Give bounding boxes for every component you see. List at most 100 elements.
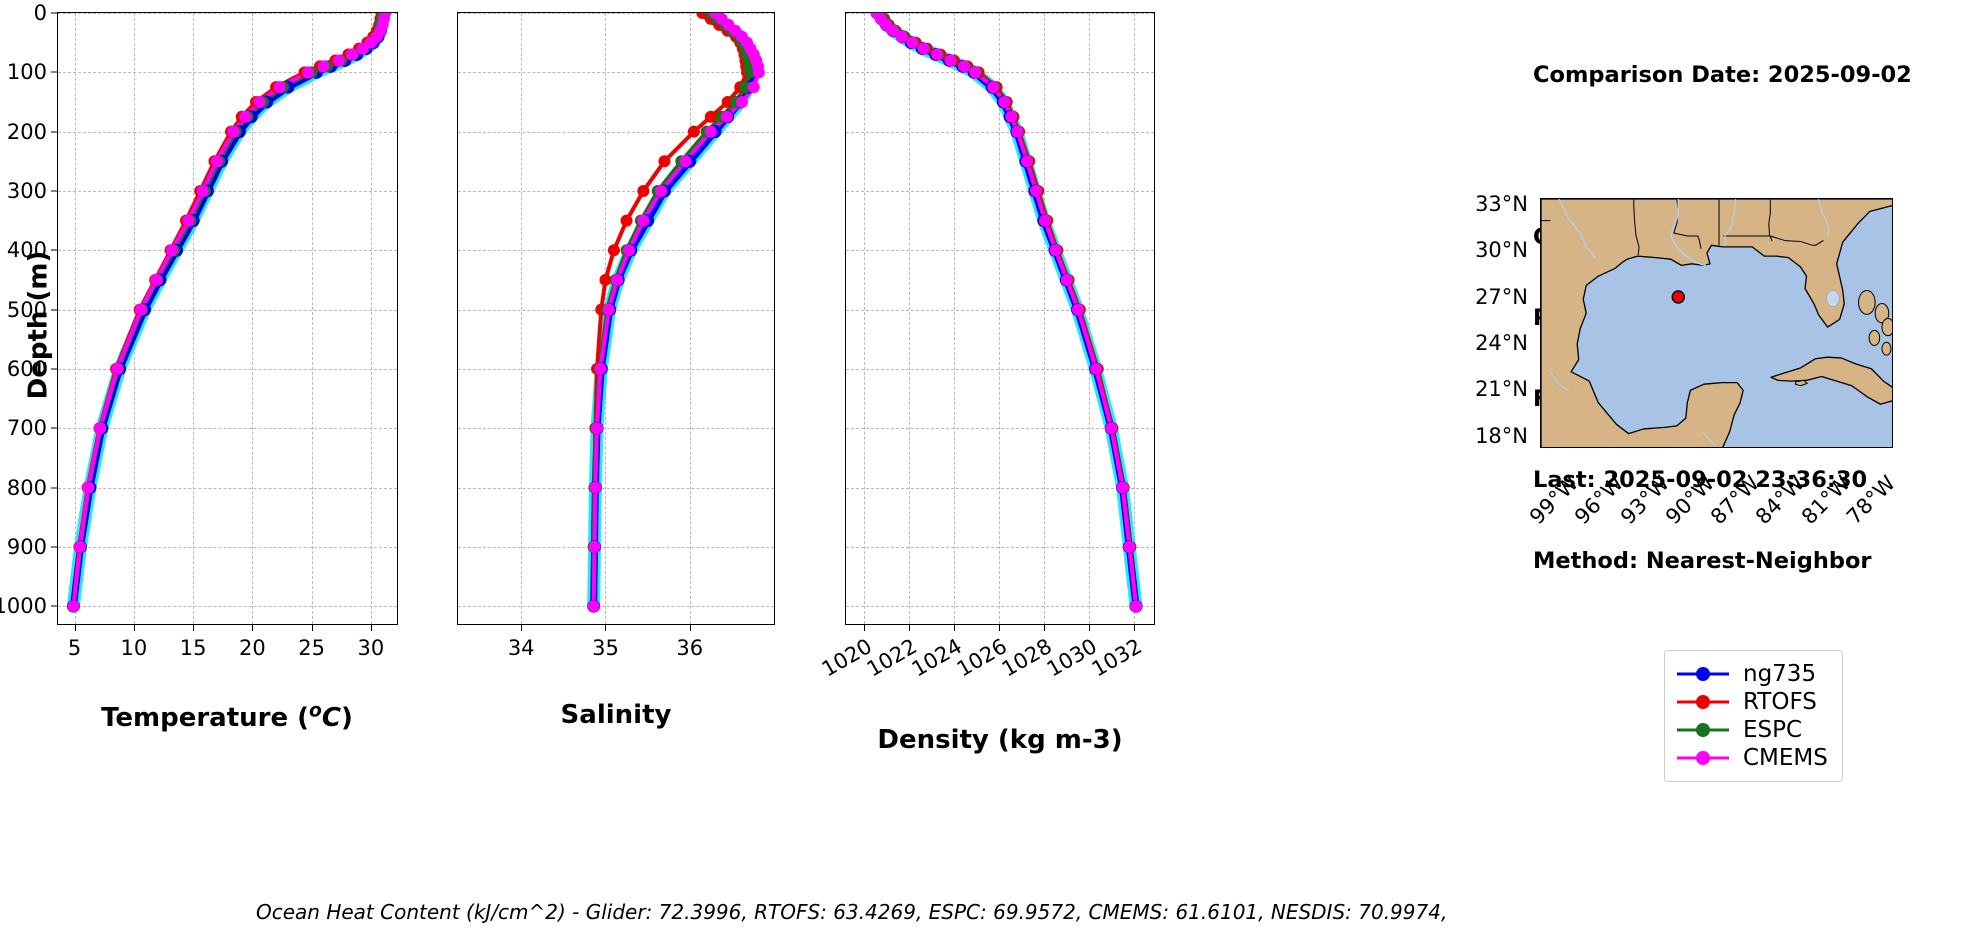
series-marker-CMEMS	[302, 66, 315, 79]
y-tick-mark	[51, 368, 58, 370]
gridline-horizontal	[458, 606, 774, 608]
temperature-axis-title: Temperature (oC)	[101, 700, 353, 733]
series-marker-CMEMS	[196, 184, 209, 197]
legend-item-1[interactable]: RTOFS	[1677, 688, 1828, 716]
map-lat-minor-tick	[1540, 228, 1541, 229]
series-marker-CMEMS	[611, 273, 624, 286]
series-marker-RTOFS	[599, 273, 612, 286]
gridline-horizontal	[846, 72, 1154, 74]
gridline-horizontal	[846, 546, 1154, 548]
series-marker-CMEMS	[111, 362, 124, 375]
gridline-vertical	[1088, 13, 1090, 624]
y-tick-mark	[51, 605, 58, 607]
series-marker-CMEMS	[602, 303, 615, 316]
glider-spread-band	[66, 13, 391, 613]
map-lat-minor-tick	[1540, 413, 1541, 414]
map-lat-tick-mark	[1540, 436, 1541, 438]
map-lake-okeechobee	[1826, 290, 1840, 307]
map-land-bahamas-islet	[1858, 290, 1876, 315]
series-marker-ESPC	[739, 81, 752, 94]
x-tick-label: 10	[120, 636, 148, 660]
gridline-vertical	[863, 13, 865, 624]
legend-marker-icon-2	[1677, 721, 1729, 739]
x-tick-mark	[1088, 624, 1090, 631]
map-lon-minor-tick-top	[1672, 198, 1673, 199]
density-axis-title: Density (kg m-3)	[877, 725, 1123, 755]
map-lon-tick-mark-top	[1604, 198, 1606, 199]
gridline-horizontal	[458, 487, 774, 489]
y-tick-label: 1000	[0, 594, 47, 619]
gridline-horizontal	[58, 428, 397, 430]
map-lat-tick-label: 27°N	[1475, 284, 1528, 309]
map-state-border-5	[1769, 235, 1817, 246]
y-tick-label: 400	[6, 238, 47, 263]
map-lat-minor-tick	[1540, 320, 1541, 321]
legend-item-0[interactable]: ng735	[1677, 660, 1828, 688]
series-marker-CMEMS	[345, 48, 358, 61]
map-lon-tick-mark-top	[1650, 198, 1652, 199]
gridline-vertical	[908, 13, 910, 624]
temperature-axes: 5 10 15 20 25 30 0 100 200 300 400 500 600 700 800 900 1…	[0, 1, 398, 660]
map-lat-tick-label: 33°N	[1475, 192, 1528, 217]
map-lat-tick-mark	[1540, 204, 1541, 206]
legend-label-2: ESPC	[1743, 717, 1803, 743]
series-marker-CMEMS	[655, 184, 668, 197]
map-lon-tick-mark-top	[1785, 198, 1787, 199]
series-marker-CMEMS	[998, 95, 1011, 108]
y-tick-mark	[51, 71, 58, 73]
legend-label-0: ng735	[1743, 661, 1817, 687]
series-marker-CMEMS	[1049, 244, 1062, 257]
last-profile-line: Last: 2025-09-02 23:36:30	[1533, 467, 1868, 493]
x-tick-mark	[953, 624, 955, 631]
x-tick-label: 5	[67, 636, 82, 660]
series-marker-CMEMS	[594, 362, 607, 375]
legend-item-2[interactable]: ESPC	[1677, 716, 1828, 744]
map-state-border-6	[1815, 240, 1824, 246]
x-tick-label: 25	[298, 636, 326, 660]
series-marker-CMEMS	[752, 66, 765, 79]
map-land-isla-juventud	[1794, 379, 1808, 387]
gridline-vertical	[953, 13, 955, 624]
gridline-vertical	[521, 13, 523, 624]
map-lon-minor-tick-top	[1853, 198, 1854, 199]
gridline-vertical	[689, 13, 691, 624]
series-marker-CMEMS	[1011, 125, 1024, 138]
gridline-vertical	[370, 13, 372, 624]
series-marker-CMEMS	[227, 125, 240, 138]
gridline-horizontal	[846, 428, 1154, 430]
map-river-savannah	[1817, 199, 1830, 237]
y-tick-mark	[51, 427, 58, 429]
gridline-horizontal	[458, 72, 774, 74]
map-river-alabama	[1724, 199, 1737, 246]
series-marker-CMEMS	[67, 600, 80, 613]
series-marker-RTOFS	[687, 125, 700, 138]
map-land-bahamas-islet	[1881, 341, 1892, 356]
map-graphic	[1541, 199, 1892, 447]
x-tick-mark	[252, 624, 254, 631]
series-marker-CMEMS	[134, 303, 147, 316]
series-marker-CMEMS	[165, 244, 178, 257]
x-tick-mark	[521, 624, 523, 631]
salinity-axis-title: Salinity	[560, 700, 672, 730]
series-marker-RTOFS	[607, 244, 620, 257]
series-marker-CMEMS	[917, 42, 930, 55]
series-marker-CMEMS	[210, 155, 223, 168]
y-tick-label: 600	[6, 356, 47, 381]
gridline-horizontal	[58, 606, 397, 608]
map-lat-tick-mark	[1540, 250, 1541, 252]
map-state-border-3	[1768, 199, 1773, 242]
series-marker-RTOFS	[704, 110, 717, 123]
map-lat-tick-label: 18°N	[1475, 423, 1528, 448]
series-marker-CMEMS	[679, 155, 692, 168]
y-tick-label: 900	[6, 534, 47, 559]
x-tick-mark	[193, 624, 195, 631]
series-marker-CMEMS	[364, 36, 377, 49]
salinity-plot-area	[458, 13, 774, 624]
legend-item-3[interactable]: CMEMS	[1677, 744, 1828, 772]
series-marker-CMEMS	[273, 81, 286, 94]
series-marker-CMEMS	[1116, 481, 1129, 494]
map-lon-minor-tick-top	[1582, 198, 1583, 199]
temperature-plot-area	[58, 13, 397, 624]
map-land-cuba	[1770, 356, 1892, 405]
series-line-RTOFS	[71, 13, 384, 609]
